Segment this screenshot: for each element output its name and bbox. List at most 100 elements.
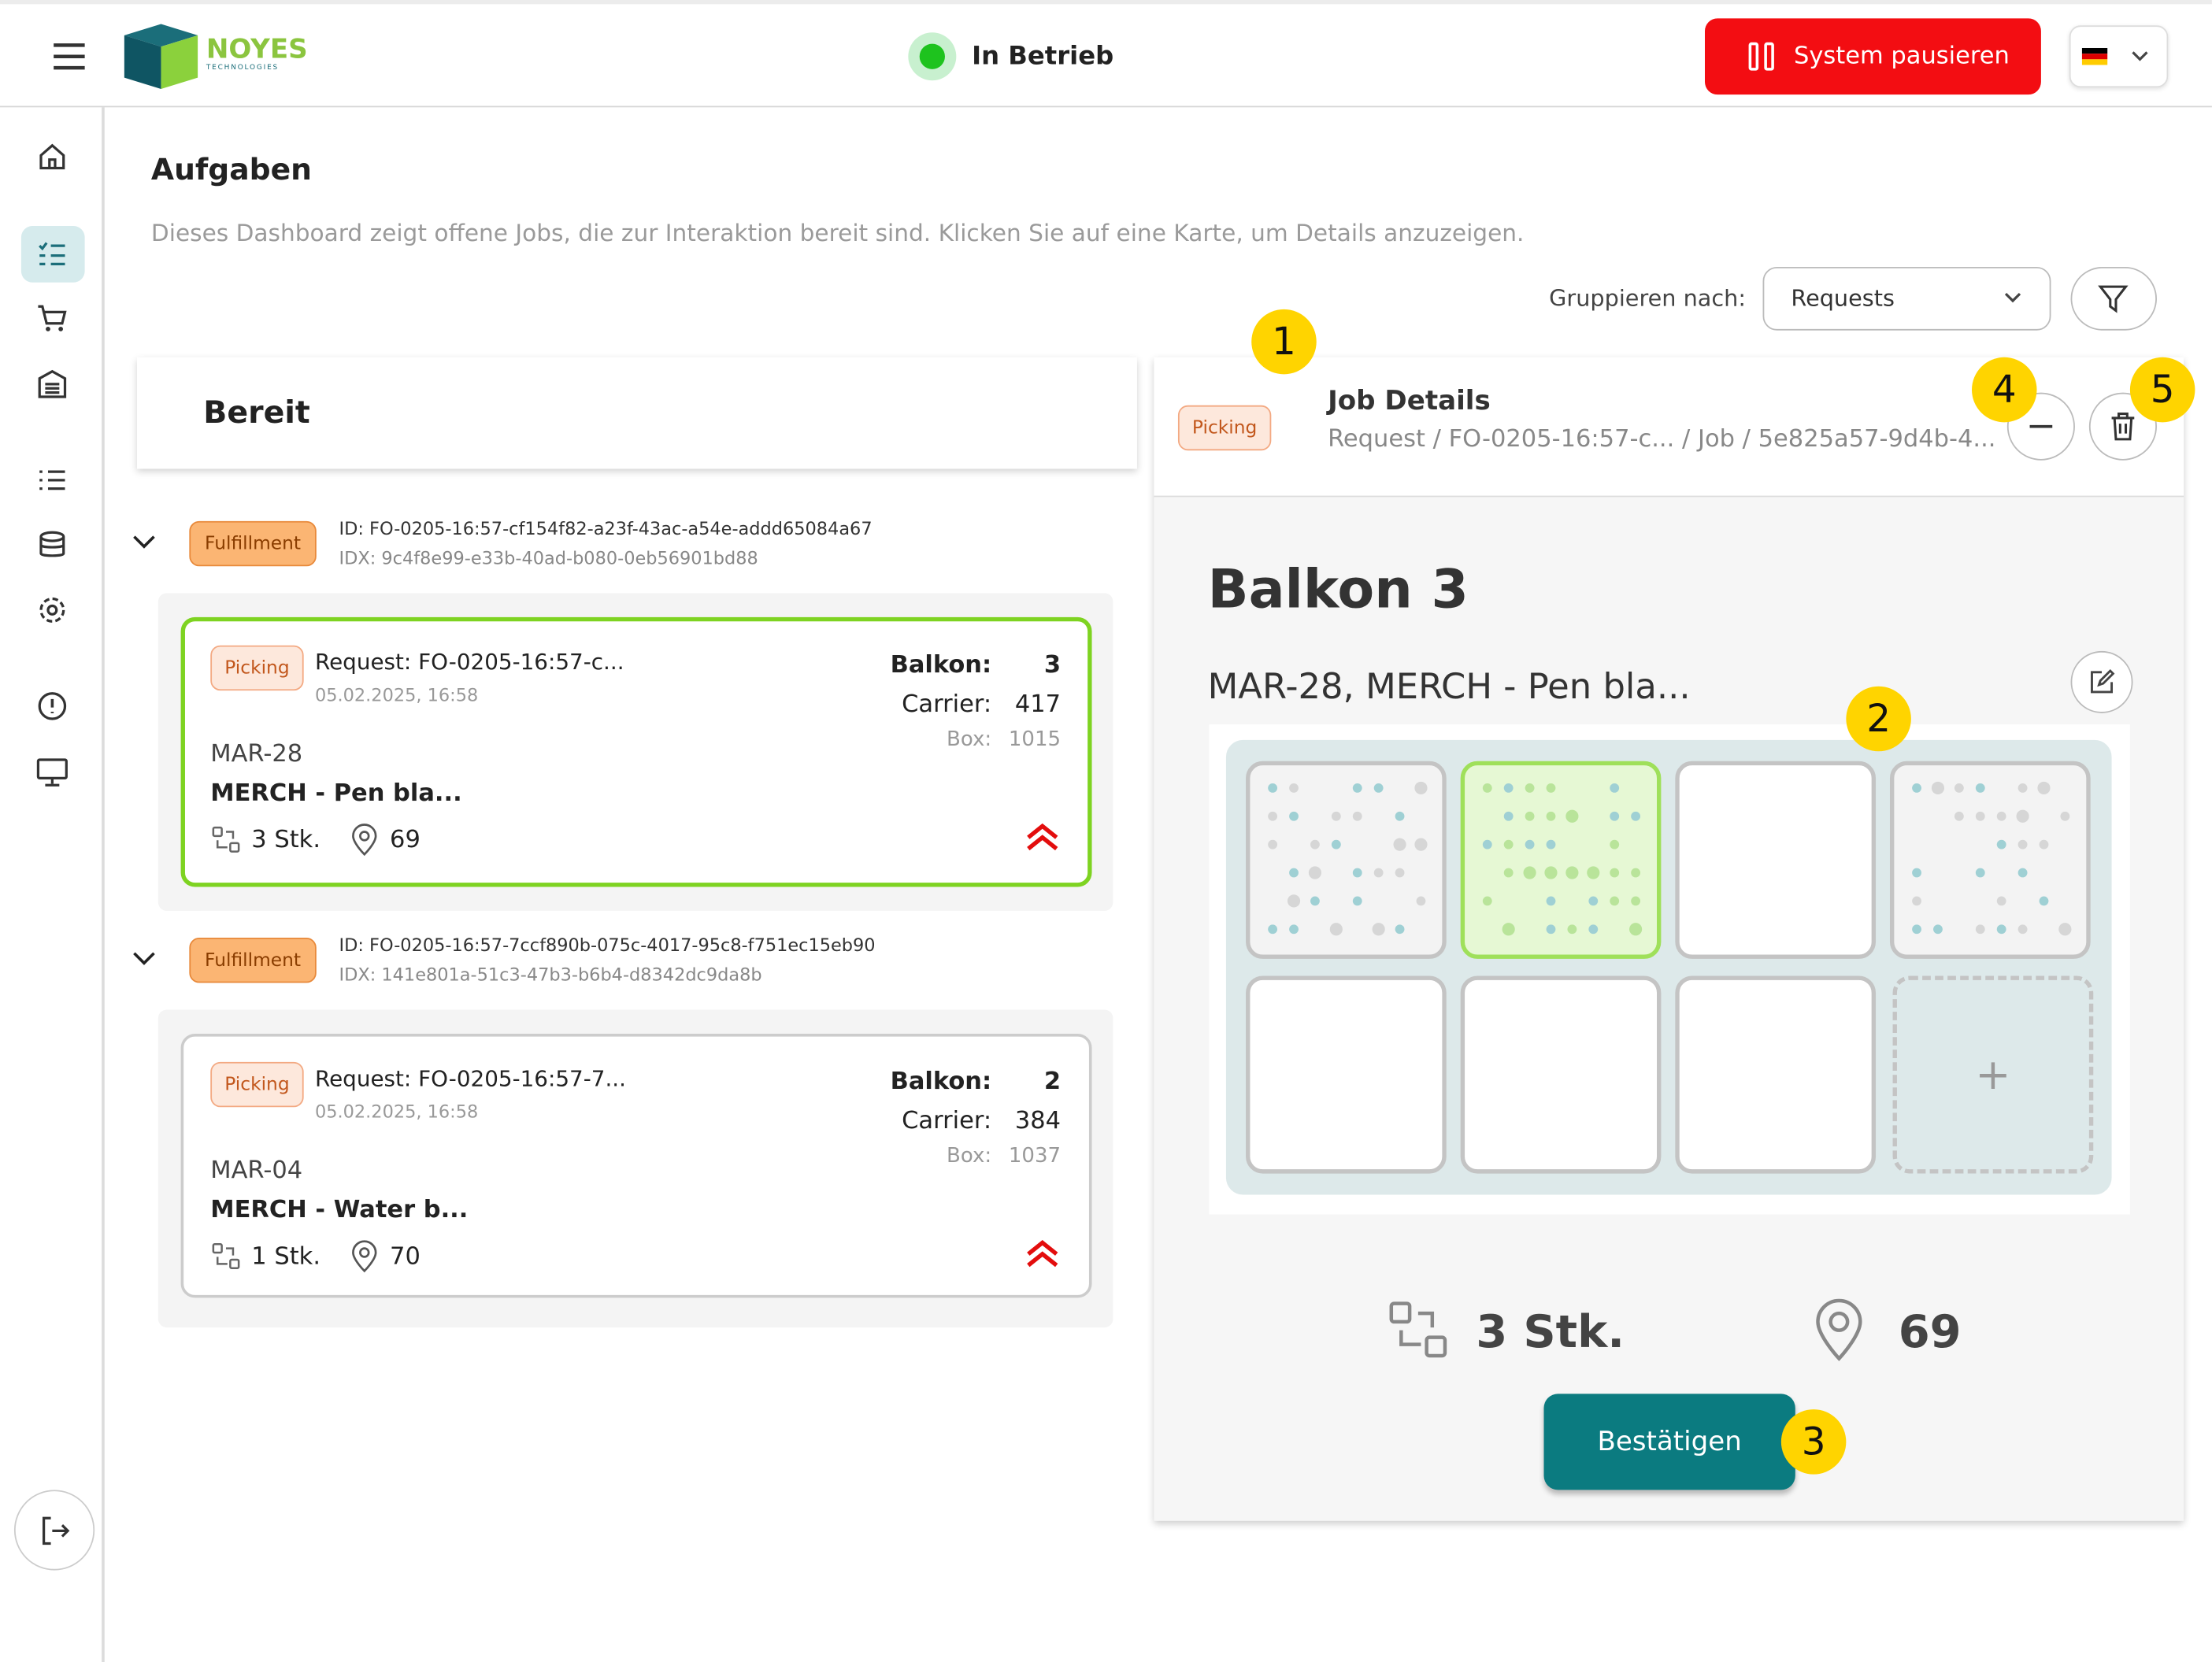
slot-filled[interactable] bbox=[1889, 761, 2091, 959]
group-id: ID: FO-0205-16:57-7ccf890b-075c-4017-95c… bbox=[339, 934, 876, 956]
slot-contents bbox=[1912, 781, 2072, 936]
card-place: 69 bbox=[390, 826, 421, 855]
add-slot[interactable] bbox=[1892, 975, 2094, 1174]
job-card[interactable] bbox=[180, 1033, 1092, 1298]
box-label: Box: bbox=[947, 1145, 992, 1168]
priority-icon bbox=[1027, 823, 1058, 851]
slot-empty[interactable] bbox=[1675, 975, 1877, 1174]
location-icon bbox=[352, 1240, 377, 1273]
annotation: 4 bbox=[1972, 357, 2037, 423]
details-place: 69 bbox=[1898, 1305, 1962, 1359]
group-tag: Fulfillment bbox=[189, 520, 317, 567]
annotation: 2 bbox=[1846, 686, 1911, 752]
logout-icon bbox=[42, 1516, 70, 1545]
carrier-label: Carrier: bbox=[902, 690, 992, 719]
sidebar bbox=[0, 107, 105, 1662]
card-place: 70 bbox=[390, 1242, 421, 1271]
language-select[interactable] bbox=[2069, 25, 2169, 88]
pause-button-label: System pausieren bbox=[1793, 42, 2010, 71]
slot-empty[interactable] bbox=[1246, 975, 1447, 1174]
header bbox=[0, 0, 2212, 108]
nav-tasks[interactable] bbox=[38, 242, 66, 267]
box-value: 1015 bbox=[1008, 728, 1062, 752]
quantity-icon bbox=[212, 1242, 240, 1269]
details-title: Job Details bbox=[1328, 385, 1491, 417]
box-label: Box: bbox=[947, 728, 992, 752]
balkon-label: Balkon: bbox=[890, 650, 992, 679]
slot-filled[interactable] bbox=[1460, 761, 1662, 959]
details-heading: Balkon 3 bbox=[1207, 557, 1469, 620]
nav-settings[interactable] bbox=[38, 596, 66, 624]
card-product: MERCH - Water b... bbox=[210, 1196, 469, 1225]
add-slot-label: + bbox=[1975, 1049, 2011, 1100]
logout-button[interactable] bbox=[13, 1490, 95, 1571]
group-idx: IDX: 9c4f8e99-e33b-40ad-b080-0eb56901bd8… bbox=[339, 547, 758, 568]
slot-filled[interactable] bbox=[1246, 761, 1447, 959]
edit-icon bbox=[2091, 668, 2115, 694]
nav-warehouse[interactable] bbox=[38, 369, 67, 398]
edit-button[interactable] bbox=[2070, 650, 2133, 713]
card-date: 05.02.2025, 16:58 bbox=[314, 1101, 479, 1123]
confirm-button[interactable]: Bestätigen bbox=[1543, 1394, 1795, 1490]
details-tag: Picking bbox=[1177, 405, 1272, 451]
nav-monitor[interactable] bbox=[36, 758, 68, 787]
chevron-down bbox=[2004, 292, 2021, 303]
slot-contents bbox=[1482, 783, 1643, 936]
nav-cart[interactable] bbox=[37, 305, 68, 333]
group-select[interactable] bbox=[1762, 267, 2051, 331]
column-title: Bereit bbox=[203, 396, 310, 431]
trash-icon bbox=[2111, 413, 2135, 441]
card-quantity: 1 Stk. bbox=[251, 1242, 321, 1271]
card-location: MAR-04 bbox=[210, 1157, 303, 1185]
column-header bbox=[136, 357, 1137, 469]
quantity-icon bbox=[212, 826, 240, 853]
card-product: MERCH - Pen bla... bbox=[210, 779, 462, 808]
priority-icon bbox=[1027, 1240, 1058, 1268]
chevron-down bbox=[2132, 51, 2148, 61]
annotation: 5 bbox=[2129, 357, 2195, 423]
slot-contents bbox=[1268, 781, 1428, 936]
slot-empty[interactable] bbox=[1675, 761, 1877, 959]
logo-subtext: TECHNOLOGIES bbox=[206, 63, 280, 72]
status-text: In Betrieb bbox=[972, 41, 1114, 72]
flag-icon bbox=[2081, 47, 2108, 65]
annotation: 3 bbox=[1780, 1409, 1847, 1475]
balkon-label: Balkon: bbox=[890, 1068, 992, 1096]
collapse-toggle[interactable] bbox=[133, 952, 156, 966]
logo-text: NOYES bbox=[206, 34, 308, 65]
details-quantity: 3 Stk. bbox=[1476, 1305, 1625, 1359]
quantity-icon bbox=[1389, 1301, 1447, 1358]
nav-database[interactable] bbox=[38, 531, 66, 559]
carrier-value: 417 bbox=[1014, 690, 1062, 719]
balkon-value: 2 bbox=[1043, 1068, 1062, 1096]
group-value: Requests bbox=[1791, 284, 1895, 312]
box-value: 1037 bbox=[1008, 1145, 1062, 1168]
page-description: Dieses Dashboard zeigt offene Jobs, die … bbox=[150, 219, 1525, 247]
card-tag: Picking bbox=[210, 1061, 304, 1108]
menu-icon[interactable] bbox=[54, 43, 85, 71]
filter-icon bbox=[2098, 285, 2129, 313]
collapse-toggle[interactable] bbox=[133, 535, 156, 550]
group-id: ID: FO-0205-16:57-cf154f82-a23f-43ac-a54… bbox=[339, 517, 873, 539]
status-dot bbox=[919, 43, 945, 69]
group-idx: IDX: 141e801a-51c3-47b3-b6b4-d8342dc9da8… bbox=[339, 964, 762, 986]
location-icon bbox=[1816, 1298, 1862, 1361]
logo-icon bbox=[124, 24, 198, 90]
group-label: Gruppieren nach: bbox=[1549, 284, 1747, 312]
balkon-value: 3 bbox=[1043, 650, 1062, 679]
nav-home[interactable] bbox=[38, 143, 66, 171]
slot-empty[interactable] bbox=[1460, 975, 1662, 1174]
card-request: Request: FO-0205-16:57-7... bbox=[314, 1066, 626, 1092]
details-breadcrumb: Request / FO-0205-16:57-c... / Job / 5e8… bbox=[1328, 424, 1996, 453]
nav-alerts[interactable] bbox=[38, 692, 67, 720]
pause-icon bbox=[1748, 42, 1774, 71]
job-card[interactable] bbox=[180, 616, 1092, 887]
annotation: 1 bbox=[1251, 309, 1317, 375]
filter-button[interactable] bbox=[2070, 267, 2157, 331]
pause-button[interactable] bbox=[1704, 18, 2041, 95]
nav-list[interactable] bbox=[38, 469, 66, 492]
card-date: 05.02.2025, 16:58 bbox=[314, 684, 479, 705]
nav-active-bg bbox=[20, 225, 85, 283]
